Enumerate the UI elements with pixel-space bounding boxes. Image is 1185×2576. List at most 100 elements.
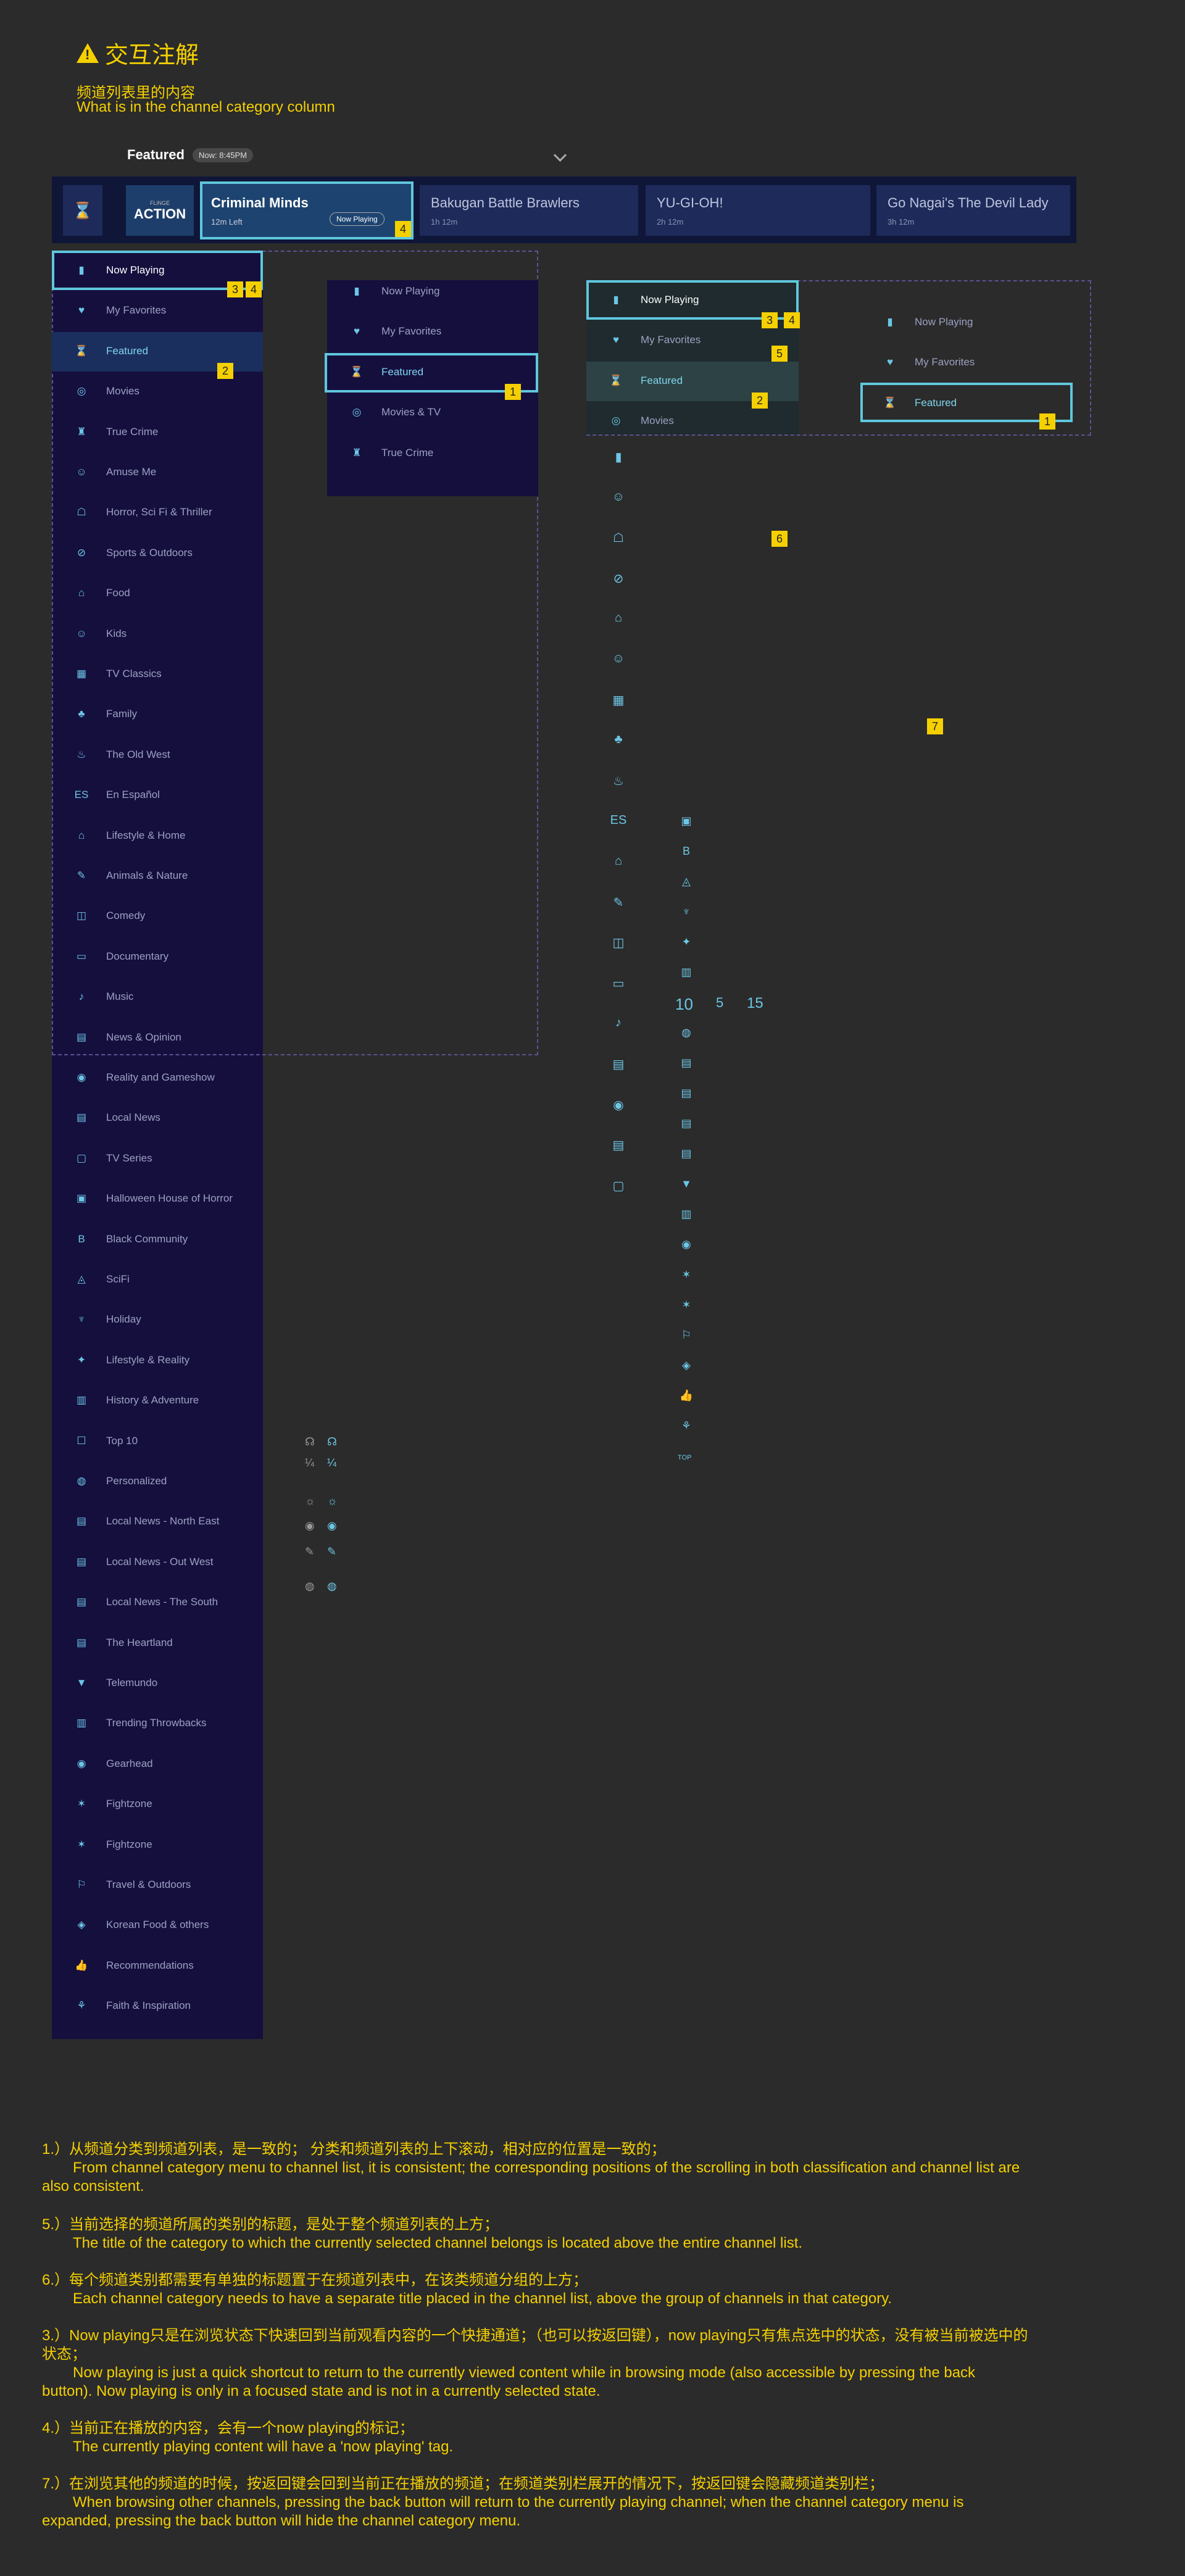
category-item[interactable]: ♜ True Crime [349, 433, 433, 473]
category-item[interactable]: ♪ Music [74, 977, 134, 1016]
category-icon: B [78, 1232, 85, 1245]
category-icon: 👍 [75, 1959, 88, 1971]
category-item[interactable]: ✦ Lifestyle & Reality [74, 1340, 189, 1380]
category-label: Trending Throwbacks [106, 1717, 207, 1729]
category-item[interactable]: ▤ Local News [74, 1098, 160, 1137]
filter-label[interactable]: Featured [127, 147, 185, 162]
category-item[interactable]: ◉ Gearhead [74, 1744, 153, 1784]
category-item[interactable]: ♜ True Crime [74, 412, 158, 452]
category-item[interactable]: ▢ TV Series [74, 1139, 152, 1178]
category-icon: ⚐ [77, 1879, 86, 1890]
category-item[interactable]: ▣ Halloween House of Horror [74, 1179, 233, 1218]
category-label: Reality and Gameshow [106, 1071, 215, 1083]
category-item[interactable]: ▦ TV Classics [74, 654, 162, 694]
category-icon: ♪ [78, 991, 85, 1003]
category-item[interactable]: ▥ History & Adventure [74, 1381, 199, 1420]
category-icon: ⌛ [350, 365, 364, 378]
category-icon: ⚐ [681, 1329, 692, 1341]
category-icon: ▮ [78, 264, 85, 276]
category-item[interactable]: ▭ Documentary [74, 937, 168, 976]
category-label: En Español [106, 789, 160, 801]
annotation-tag: 6 [771, 531, 788, 547]
category-item[interactable]: ♥ My Favorites [349, 312, 441, 351]
category-item[interactable]: ◉ Reality and Gameshow [74, 1058, 215, 1097]
state-icon: ¼ [305, 1456, 315, 1469]
category-item[interactable]: ▤ Local News - Out West [74, 1542, 214, 1582]
category-item[interactable]: ⚐ Travel & Outdoors [74, 1865, 191, 1905]
category-item[interactable]: ◎ Movies [609, 401, 674, 441]
category-item[interactable]: ⚘ Faith & Inspiration [74, 1986, 191, 2025]
category-item[interactable]: ▤ News & Opinion [74, 1018, 181, 1057]
time-badge: Now: 8:45PM [193, 148, 254, 162]
category-item[interactable]: ⊘ Sports & Outdoors [74, 533, 193, 573]
category-item[interactable]: ♆ Holiday [74, 1300, 141, 1339]
category-item[interactable]: ⌂ Food [74, 573, 130, 613]
category-label: Faith & Inspiration [106, 2000, 191, 2012]
category-icon: ▮ [613, 294, 619, 305]
category-item[interactable]: ▤ Local News - The South [74, 1582, 218, 1622]
category-icon: ▥ [76, 1394, 87, 1406]
category-label: Local News - The South [106, 1596, 218, 1608]
category-item[interactable]: ▤ Local News - North East [74, 1502, 219, 1541]
category-item[interactable]: ⌂ Lifestyle & Home [74, 816, 186, 855]
category-item[interactable]: ♣ Family [74, 694, 137, 734]
category-icon: ◈ [77, 1919, 86, 1931]
category-item[interactable]: ES En Español [74, 775, 160, 815]
category-item[interactable]: ⌛ Featured [609, 361, 683, 401]
category-item[interactable]: ◎ Movies & TV [349, 393, 441, 432]
category-label: Now Playing [381, 285, 440, 297]
category-item[interactable]: 👍 Recommendations [74, 1946, 193, 1985]
category-icon: ✦ [77, 1353, 86, 1366]
chevron-down-icon[interactable] [553, 148, 567, 162]
category-icon: ♥ [886, 356, 894, 368]
category-icon: ☺ [612, 489, 625, 504]
category-item[interactable]: ▮ Now Playing [74, 251, 164, 290]
annotation-tag: 2 [752, 393, 768, 409]
category-label: Kids [106, 627, 127, 639]
category-item[interactable]: ▼ Telemundo [74, 1663, 158, 1703]
category-label: Family [106, 708, 138, 720]
channel-chip[interactable]: Go Nagai's The Devil Lady 3h 12m [876, 185, 1070, 236]
category-label: Now Playing [915, 316, 973, 328]
channel-chip[interactable]: Bakugan Battle Brawlers 1h 12m [420, 185, 638, 236]
category-item[interactable]: ♥ My Favorites [74, 291, 166, 330]
category-icon: ♆ [682, 905, 691, 918]
category-item[interactable]: ✎ Animals & Nature [74, 856, 188, 895]
category-item[interactable]: ▮ Now Playing [883, 302, 973, 342]
category-item[interactable]: ◍ Personalized [74, 1461, 167, 1501]
category-item[interactable]: ☖ Horror, Sci Fi & Thriller [74, 492, 212, 532]
now-playing-chip[interactable]: Criminal Minds 12m Left Now Playing [200, 181, 414, 239]
category-icon: ◫ [612, 936, 625, 950]
category-icon: ▮ [354, 285, 360, 297]
state-icon: ☼ [305, 1495, 315, 1507]
category-item[interactable]: ⌛ Featured [74, 331, 148, 371]
category-icon: ☺ [612, 652, 625, 665]
category-item[interactable]: B Black Community [74, 1219, 188, 1259]
category-item[interactable]: ☐ Top 10 [74, 1421, 138, 1461]
category-item[interactable]: ⌛ Featured [883, 383, 957, 423]
category-item[interactable]: ◫ Comedy [74, 896, 145, 936]
category-item[interactable]: ✶ Fightzone [74, 1825, 152, 1864]
category-item[interactable]: ◈ Korean Food & others [74, 1905, 209, 1945]
category-item[interactable]: ♥ My Favorites [883, 343, 975, 382]
category-item[interactable]: ▮ Now Playing [349, 272, 440, 311]
category-item[interactable]: ◎ Movies [74, 372, 139, 411]
hourglass-icon[interactable]: ⌛ [63, 185, 102, 236]
annotation-tag: 3 [227, 281, 243, 297]
state-icon: ¼ [327, 1456, 337, 1469]
category-item[interactable]: ✶ Fightzone [74, 1784, 152, 1824]
category-icon: 👍 [679, 1389, 694, 1402]
channel-chip[interactable]: YU-GI-OH! 2h 12m [646, 185, 870, 236]
category-item[interactable]: ☺ Kids [74, 614, 127, 654]
category-item[interactable]: ▤ The Heartland [74, 1623, 173, 1663]
category-item[interactable]: ▥ Trending Throwbacks [74, 1703, 207, 1743]
category-item[interactable]: ⌛ Featured [349, 352, 423, 392]
category-item[interactable]: ☺ Amuse Me [74, 452, 156, 492]
category-item[interactable]: ▮ Now Playing [609, 280, 699, 320]
category-item[interactable]: ♥ My Favorites [609, 320, 701, 360]
category-item[interactable]: ◬ SciFi [74, 1260, 129, 1299]
category-icon: ▤ [681, 1087, 692, 1099]
category-label: The Heartland [106, 1636, 173, 1648]
channel-logo: FLiNGE ACTION [126, 185, 194, 236]
category-item[interactable]: ♨ The Old West [74, 735, 170, 775]
